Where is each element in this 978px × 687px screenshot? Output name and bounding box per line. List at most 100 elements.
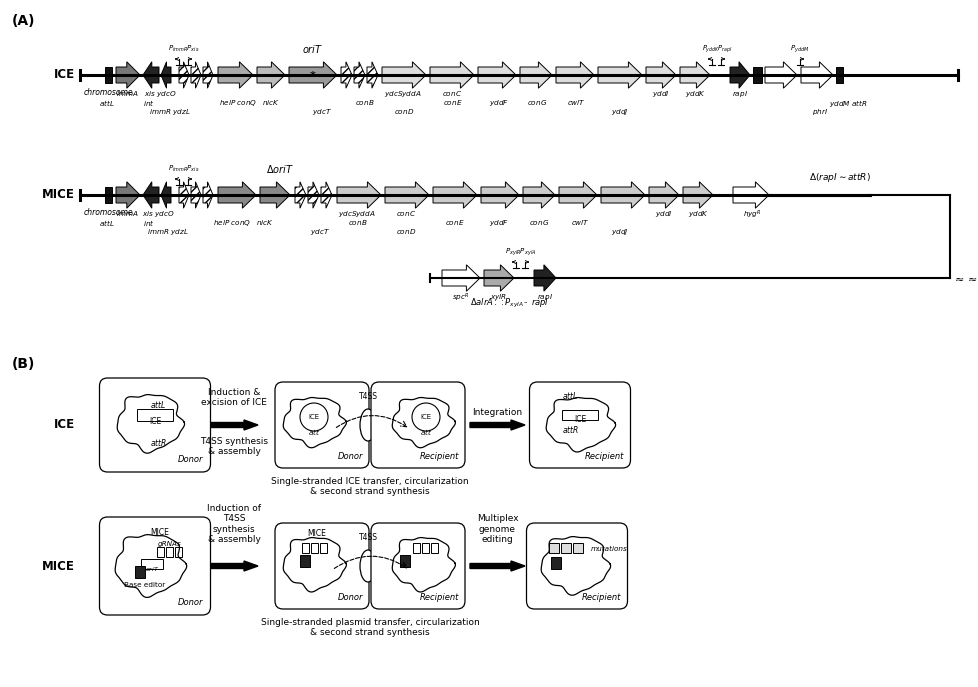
Bar <box>572 543 583 553</box>
Text: ICE: ICE <box>54 418 75 431</box>
Text: $\Delta alrA::P_{xylA^-}$ $rapI$: $\Delta alrA::P_{xylA^-}$ $rapI$ <box>470 296 549 310</box>
Text: $immR$ $ydzL$: $immR$ $ydzL$ <box>149 107 191 117</box>
Polygon shape <box>730 62 749 88</box>
Polygon shape <box>289 62 336 88</box>
Text: $\Delta(rapI \sim attR)$: $\Delta(rapI \sim attR)$ <box>808 171 870 184</box>
Bar <box>560 543 570 553</box>
Text: Induction of
T4SS
synthesis
& assembly: Induction of T4SS synthesis & assembly <box>206 504 261 544</box>
FancyBboxPatch shape <box>275 523 369 609</box>
Text: $att$: $att$ <box>420 427 431 437</box>
Text: $oriT$: $oriT$ <box>302 43 324 55</box>
Text: Donor: Donor <box>337 452 363 461</box>
Bar <box>156 547 164 557</box>
Polygon shape <box>764 62 796 88</box>
Text: $rapI$: $rapI$ <box>732 89 747 99</box>
Text: $attL$: $attL$ <box>150 399 166 410</box>
Polygon shape <box>260 182 289 208</box>
Text: $yddM$ $attR$: $yddM$ $attR$ <box>827 98 867 109</box>
Text: Recipient: Recipient <box>582 593 621 602</box>
FancyBboxPatch shape <box>100 517 210 615</box>
Text: $conB$: $conB$ <box>355 98 375 107</box>
Text: Donor: Donor <box>178 455 203 464</box>
Text: $conD$: $conD$ <box>393 107 414 116</box>
Polygon shape <box>522 182 555 208</box>
Bar <box>301 543 309 553</box>
Text: $P_{xylR}P_{xylA}$: $P_{xylR}P_{xylA}$ <box>505 247 536 258</box>
Text: Base editor: Base editor <box>124 582 165 588</box>
Text: (B): (B) <box>12 357 35 371</box>
Bar <box>422 543 428 553</box>
Text: $\approx\approx$: $\approx\approx$ <box>951 274 977 284</box>
Polygon shape <box>321 182 332 208</box>
Text: $ydcT$: $ydcT$ <box>312 107 332 117</box>
Text: $nicK$: $nicK$ <box>262 98 280 107</box>
Text: Integration: Integration <box>472 408 522 417</box>
Polygon shape <box>384 182 428 208</box>
Polygon shape <box>191 62 200 88</box>
Text: $xylR$: $xylR$ <box>490 292 507 302</box>
Polygon shape <box>354 62 365 88</box>
FancyArrow shape <box>469 420 524 430</box>
Bar <box>166 547 173 557</box>
Text: $yddJ$: $yddJ$ <box>610 107 628 117</box>
Bar <box>413 543 420 553</box>
Polygon shape <box>800 62 832 88</box>
Bar <box>320 543 327 553</box>
Text: ICE: ICE <box>308 414 319 420</box>
Text: T4SS synthesis
& assembly: T4SS synthesis & assembly <box>200 437 268 456</box>
Bar <box>299 555 310 567</box>
FancyArrow shape <box>469 561 524 571</box>
Text: $attR$: $attR$ <box>150 437 167 448</box>
FancyBboxPatch shape <box>526 523 627 609</box>
Text: $attL$: $attL$ <box>561 390 578 401</box>
Text: Single-stranded plasmid transfer, circularization
& second strand synthesis: Single-stranded plasmid transfer, circul… <box>260 618 479 638</box>
Text: $cwlT$: $cwlT$ <box>570 218 589 227</box>
Text: MICE: MICE <box>151 528 169 537</box>
Text: $conD$: $conD$ <box>395 227 416 236</box>
Bar <box>551 557 560 569</box>
Text: Multiplex
genome
editing: Multiplex genome editing <box>476 514 517 544</box>
Bar <box>561 410 598 420</box>
Text: $P_{yddM}$: $P_{yddM}$ <box>789 44 809 55</box>
Text: *: * <box>310 71 316 81</box>
Text: gRNAs: gRNAs <box>158 541 182 547</box>
Text: (A): (A) <box>12 14 35 28</box>
Text: T4SS: T4SS <box>358 392 378 401</box>
Text: $attL$: $attL$ <box>99 98 114 108</box>
Polygon shape <box>143 62 158 88</box>
Bar <box>141 559 162 569</box>
Bar <box>400 555 410 567</box>
Bar <box>137 409 173 421</box>
FancyArrow shape <box>211 561 258 571</box>
Text: $immA$: $immA$ <box>115 209 138 218</box>
Text: Recipient: Recipient <box>420 593 459 602</box>
Text: $immR$ $ydzL$: $immR$ $ydzL$ <box>147 227 189 237</box>
Polygon shape <box>432 182 476 208</box>
Bar <box>105 67 111 83</box>
Text: $yddI$: $yddI$ <box>651 89 669 99</box>
Text: mutations: mutations <box>591 546 627 552</box>
Polygon shape <box>381 62 425 88</box>
Text: $conG$: $conG$ <box>526 98 547 107</box>
Text: $ydcSyddA$: $ydcSyddA$ <box>383 89 422 99</box>
Polygon shape <box>179 62 189 88</box>
Bar <box>835 67 842 83</box>
Polygon shape <box>308 182 319 208</box>
Text: $phrI$: $phrI$ <box>811 107 827 117</box>
Polygon shape <box>294 182 306 208</box>
Bar <box>311 543 318 553</box>
Text: chromosome: chromosome <box>84 88 133 97</box>
Polygon shape <box>218 62 252 88</box>
Text: MICE: MICE <box>42 559 75 572</box>
Polygon shape <box>143 182 158 208</box>
Text: Recipient: Recipient <box>585 452 624 461</box>
Polygon shape <box>340 62 352 88</box>
Text: $spc^R$: $spc^R$ <box>452 292 469 304</box>
Text: Donor: Donor <box>178 598 203 607</box>
Text: $ydcT$: $ydcT$ <box>310 227 330 237</box>
Text: $P_{immR}P_{xis}$: $P_{immR}P_{xis}$ <box>168 44 200 54</box>
Text: $conE$: $conE$ <box>443 98 463 107</box>
FancyBboxPatch shape <box>100 378 210 472</box>
Text: MICE: MICE <box>307 529 326 538</box>
FancyBboxPatch shape <box>371 382 465 468</box>
